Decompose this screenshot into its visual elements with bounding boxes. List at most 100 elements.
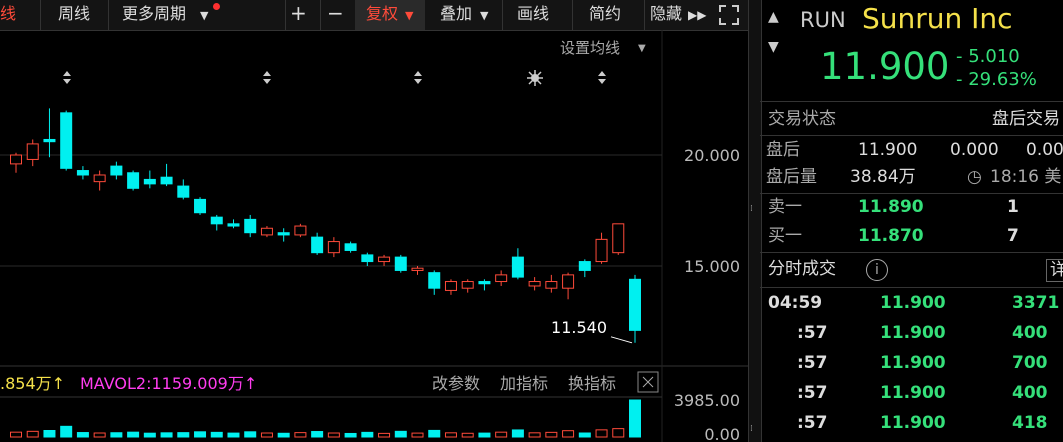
toolbar-dividers <box>40 0 41 30</box>
toolbar-button[interactable]: 复权 <box>366 4 399 23</box>
volume-bar <box>244 431 257 438</box>
volume-bar <box>562 430 575 438</box>
volume-bar <box>444 432 457 438</box>
volume-bar <box>378 432 391 438</box>
volume-bar <box>194 431 207 438</box>
period-tab[interactable]: 更多周期 <box>122 4 187 23</box>
candle-body <box>110 165 123 176</box>
trade-price: 11.900 <box>880 293 946 313</box>
candle-body <box>411 267 424 271</box>
grip[interactable]: ⁞ <box>750 424 753 434</box>
toolbar-dividers <box>644 0 645 30</box>
volume-bar <box>629 399 641 438</box>
book-label: 卖一 <box>768 197 802 217</box>
last-price: 11.900 <box>820 45 950 88</box>
candle-body <box>177 185 190 198</box>
candle-body <box>244 218 257 234</box>
row-label: 盘后量 <box>766 167 817 187</box>
trade-time: :57 <box>797 413 828 433</box>
dropdown-arrow: ▼ <box>480 9 489 22</box>
red-dot <box>213 3 220 10</box>
candle-body <box>60 112 73 169</box>
volume-bar <box>411 432 424 438</box>
toolbar-button[interactable]: 画线 <box>517 4 550 23</box>
fullscreen-icon[interactable] <box>718 4 740 26</box>
volume-bar <box>160 432 173 438</box>
volume-bar <box>127 431 140 438</box>
next-arrow[interactable]: ▼ <box>768 39 779 55</box>
expand-arrows: ▶▶ <box>688 8 707 22</box>
trade-price: 11.900 <box>880 323 946 343</box>
indicator-action[interactable]: 加指标 <box>500 374 548 393</box>
period-tab[interactable]: 周线 <box>58 4 91 23</box>
ma-settings[interactable]: 设置均线 <box>560 39 620 57</box>
grip[interactable]: ⁞ <box>750 204 753 214</box>
candle-body <box>528 281 541 287</box>
trade-volume: 400 <box>1012 383 1048 403</box>
trade-price: 11.900 <box>880 353 946 373</box>
toolbar-button[interactable]: 叠加 <box>440 4 473 23</box>
period-tab[interactable]: 线 <box>0 4 17 23</box>
status: 盘后交易 <box>992 109 1060 129</box>
candle-body <box>227 223 240 227</box>
panel-separator <box>748 0 762 442</box>
candle-body <box>612 223 625 254</box>
candle-body <box>394 256 407 271</box>
candle-body <box>43 138 56 143</box>
toolbar-button[interactable]: 隐藏 <box>650 4 683 23</box>
candle-body <box>327 241 340 254</box>
volume-indicator: .854万↑ <box>0 374 65 393</box>
toolbar-button[interactable]: 简约 <box>589 4 622 23</box>
candle-body <box>194 198 207 214</box>
volume-bar <box>277 432 290 438</box>
volume-bar <box>344 432 357 438</box>
trade-time: :57 <box>797 323 828 343</box>
bid-price: 11.870 <box>858 226 924 246</box>
zoom-in-button[interactable]: + <box>290 1 307 25</box>
candle-body <box>294 225 307 236</box>
volume-bar <box>143 432 156 438</box>
volume-bar <box>311 431 324 438</box>
ask-price: 11.890 <box>858 197 924 217</box>
volume-bar <box>294 432 307 438</box>
after-hours-price: 11.900 <box>858 140 918 160</box>
candle-body <box>311 236 324 254</box>
volume-tick-label: 3985.00 <box>674 391 740 410</box>
close-indicator[interactable] <box>637 371 659 393</box>
trades-title: 分时成交 <box>768 259 836 279</box>
indicator-action[interactable]: 换指标 <box>568 374 616 393</box>
book-label: 买一 <box>768 226 802 246</box>
toolbar-dividers <box>502 0 503 30</box>
candle-body <box>461 281 474 289</box>
zoom-out-button[interactable]: − <box>327 1 344 25</box>
row-label: 盘后 <box>766 140 800 160</box>
candle-body <box>277 232 290 236</box>
info-icon[interactable]: i <box>866 259 888 281</box>
candle-body <box>444 281 457 291</box>
percent-change: - 29.63% <box>956 69 1037 90</box>
candle-body <box>344 243 357 251</box>
candle-body <box>495 274 508 283</box>
volume-bar <box>177 432 190 438</box>
trade-volume: 3371 <box>1012 293 1060 313</box>
candle-body <box>545 281 558 289</box>
volume-bar <box>210 431 223 438</box>
candle-body <box>127 172 140 189</box>
detail-button[interactable]: 详 <box>1046 259 1063 282</box>
indicator-action[interactable]: 改参数 <box>432 374 480 393</box>
annotation-arrow <box>610 336 633 344</box>
candle-body <box>76 170 89 176</box>
company-name: Sunrun Inc <box>862 2 1013 35</box>
dropdown-arrow: ▼ <box>200 9 209 22</box>
prev-arrow[interactable]: ▲ <box>768 9 779 25</box>
after-hours-time: 18:16 美 <box>990 167 1062 187</box>
trade-time: :57 <box>797 353 828 373</box>
volume-bar <box>60 425 73 438</box>
volume-bar <box>260 432 273 438</box>
symbol: RUN <box>800 8 846 32</box>
trade-volume: 700 <box>1012 353 1048 373</box>
candle-body <box>562 274 575 289</box>
trade-price: 11.900 <box>880 413 946 433</box>
volume-bar <box>26 430 39 438</box>
